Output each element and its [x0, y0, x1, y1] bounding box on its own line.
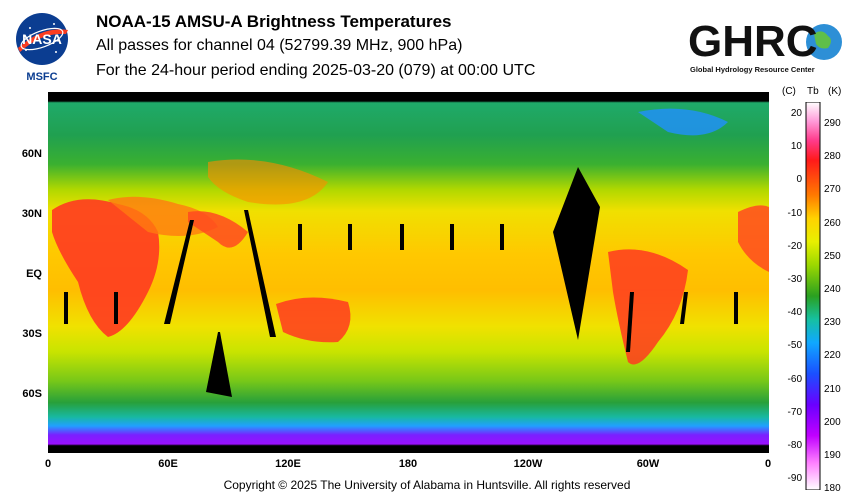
lat-label-30s: 30S	[22, 328, 42, 340]
chart-title: NOAA-15 AMSU-A Brightness Temperatures	[96, 12, 452, 31]
colorbar-kelvin-tick: 190	[824, 450, 841, 461]
colorbar-header-c: (C)	[782, 86, 796, 97]
colorbar-kelvin-tick: 230	[824, 317, 841, 329]
colorbar-celsius-tick: -20	[787, 240, 802, 252]
colorbar-celsius-tick: 0	[796, 174, 802, 186]
lat-label-60n: 60N	[21, 148, 42, 160]
colorbar-gradient	[805, 102, 821, 490]
lon-label-0-right: 0	[764, 458, 772, 470]
colorbar-celsius-tick: -10	[787, 207, 802, 219]
chart-subtitle: All passes for channel 04 (52799.39 MHz,…	[96, 37, 463, 54]
period-text: For the 24-hour period ending 2025-03-20…	[96, 62, 536, 79]
greenland-region	[638, 108, 728, 136]
australia-region	[276, 297, 351, 343]
nasa-logo: NASA MSFC	[12, 10, 74, 84]
colorbar-celsius-tick: -60	[787, 373, 802, 385]
colorbar-svg	[805, 102, 821, 490]
colorbar-kelvin-tick: 210	[824, 383, 841, 395]
lon-label-120e: 120E	[275, 458, 301, 470]
colorbar-celsius-tick: -70	[787, 406, 802, 418]
lon-label-60w: 60W	[636, 458, 660, 470]
lat-label-30n: 30N	[21, 208, 42, 220]
colorbar-kelvin-tick: 260	[824, 217, 841, 229]
colorbar-celsius-tick: 20	[790, 108, 802, 119]
colorbar-kelvin-tick: 200	[824, 416, 841, 428]
colorbar-celsius-tick: -80	[787, 440, 802, 451]
nasa-logo-text: NASA	[22, 31, 62, 47]
ghrc-logo: GHRC Global Hydrology Resource Center	[688, 10, 848, 76]
lon-label-60e: 60E	[158, 458, 178, 470]
colorbar-celsius-tick: -90	[787, 473, 802, 485]
ghrc-logo-text: GHRC	[688, 17, 818, 66]
msfc-logo-text: MSFC	[26, 71, 57, 83]
colorbar: (C) Tb (K) 20 10	[780, 84, 854, 494]
colorbar-kelvin-tick: 220	[824, 350, 841, 362]
brightness-temperature-map	[48, 92, 769, 453]
colorbar-kelvin-tick: 280	[824, 151, 841, 163]
colorbar-kelvin-tick: 290	[824, 118, 841, 129]
lon-label-0: 0	[44, 458, 52, 470]
colorbar-celsius-tick: -40	[787, 307, 802, 319]
land-regions	[52, 108, 769, 365]
copyright-text: Copyright © 2025 The University of Alaba…	[223, 478, 631, 492]
colorbar-kelvin-tick: 240	[824, 284, 841, 295]
colorbar-kelvin-tick: 180	[824, 483, 841, 495]
lon-label-180: 180	[398, 458, 418, 470]
china-region	[208, 159, 328, 205]
africa-region	[52, 199, 160, 337]
colorbar-header-k: (K)	[828, 86, 842, 97]
colorbar-kelvin-tick: 250	[824, 250, 841, 262]
colorbar-celsius-tick: -30	[787, 274, 802, 285]
colorbar-header-tb: Tb	[807, 86, 819, 97]
orbit-gaps	[64, 167, 738, 397]
colorbar-celsius-tick: -50	[787, 340, 802, 352]
lon-label-120w: 120W	[513, 458, 543, 470]
india-region	[188, 211, 248, 248]
lat-label-60s: 60S	[22, 388, 42, 400]
lat-label-eq: EQ	[26, 268, 42, 280]
west-africa-edge-region	[738, 205, 769, 272]
colorbar-celsius-tick: 10	[790, 141, 802, 153]
colorbar-kelvin-tick: 270	[824, 184, 841, 196]
ghrc-logo-subtext: Global Hydrology Resource Center	[690, 65, 815, 74]
